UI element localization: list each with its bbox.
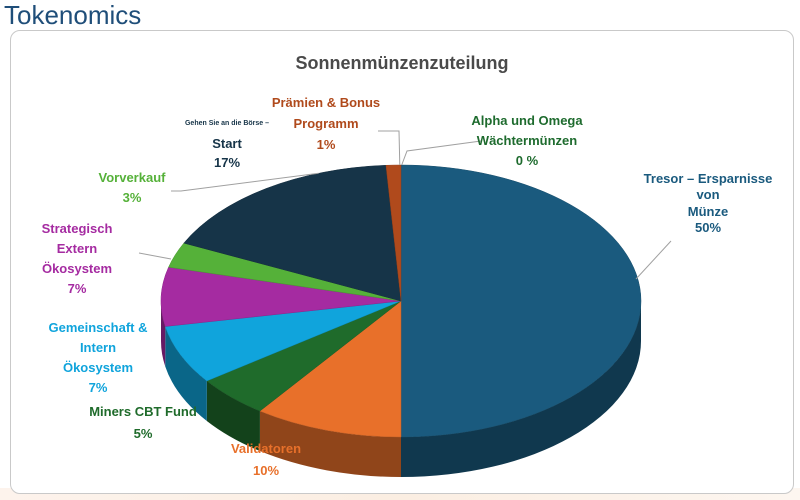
slice-label-alpha-omega: Alpha und Omega Wächtermünzen 0 % (471, 113, 583, 169)
pie-slice (164, 300, 402, 382)
slice-label-strategisch: Strategisch Extern Ökosystem 7% (41, 221, 113, 297)
pie-slice (385, 164, 402, 302)
leader-line (401, 140, 482, 166)
pie-chart (138, 130, 672, 477)
page-title: Tokenomics (4, 0, 142, 30)
pie-side-walls (161, 301, 641, 477)
slice-label-tresor: Tresor – Ersparnisse von Münze 50% (643, 171, 773, 235)
slice-label-miners: Miners CBT Fund 5% (89, 404, 197, 442)
slice-label-praemien: Prämien & Bonus Programm 1% (271, 95, 381, 152)
leader-line (138, 252, 172, 260)
leader-line (378, 130, 401, 166)
slice-label-boerse: Gehen Sie an die Börse – Start 17% (184, 120, 270, 170)
leader-line (171, 172, 319, 192)
pie-slice (400, 164, 642, 438)
chart-frame: Sonnenmünzenzuteilung Tresor – Ersparnis… (10, 30, 794, 494)
chart-title: Sonnenmünzenzuteilung (295, 53, 509, 73)
pie-slice-side (401, 301, 641, 477)
pie-slice-side (259, 411, 401, 477)
pie-slice (183, 165, 402, 302)
pie-slice-side (161, 301, 166, 367)
leader-line (635, 240, 672, 280)
pie-slice (160, 266, 402, 327)
slice-label-vorverkauf: Vorverkauf 3% (98, 170, 166, 206)
slice-label-validatoren: Validatoren 10% (230, 441, 302, 479)
slice-label-gemeinschaft: Gemeinschaft & Intern Ökosystem 7% (48, 320, 148, 396)
pie-slice (259, 300, 402, 438)
pie-slice-side (206, 380, 260, 452)
pie-slice-side (165, 326, 207, 421)
